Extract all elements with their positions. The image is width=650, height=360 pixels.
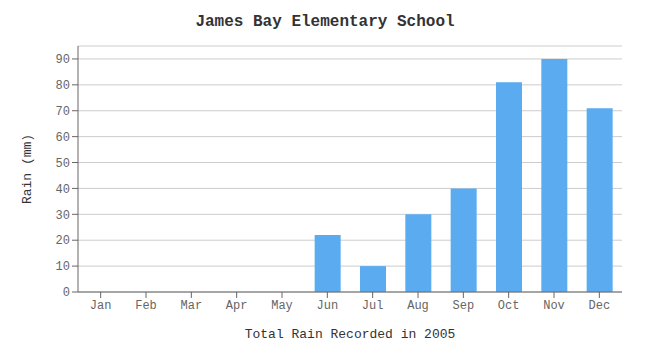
svg-text:Jan: Jan — [90, 299, 112, 313]
svg-text:Jun: Jun — [317, 299, 339, 313]
svg-text:0: 0 — [63, 286, 70, 300]
svg-text:90: 90 — [56, 53, 70, 67]
svg-text:10: 10 — [56, 260, 70, 274]
svg-text:Rain (mm): Rain (mm) — [20, 134, 35, 204]
svg-text:Sep: Sep — [453, 299, 475, 313]
svg-text:Aug: Aug — [407, 299, 429, 313]
svg-text:70: 70 — [56, 105, 70, 119]
svg-text:30: 30 — [56, 209, 70, 223]
html-text:James Bay Elementary School: James Bay Elementary School — [195, 13, 455, 31]
svg-text:Apr: Apr — [226, 299, 248, 313]
svg-text:Oct: Oct — [498, 299, 520, 313]
svg-text:Mar: Mar — [181, 299, 203, 313]
svg-text:Dec: Dec — [589, 299, 611, 313]
svg-text:Feb: Feb — [135, 299, 157, 313]
svg-text:50: 50 — [56, 157, 70, 171]
svg-text:40: 40 — [56, 183, 70, 197]
svg-text:60: 60 — [56, 131, 70, 145]
svg-text:Total Rain Recorded in 2005: Total Rain Recorded in 2005 — [245, 327, 456, 342]
svg-text:80: 80 — [56, 79, 70, 93]
svg-text:20: 20 — [56, 234, 70, 248]
svg-text:May: May — [271, 299, 293, 313]
svg-text:Nov: Nov — [543, 299, 565, 313]
svg-text:Jul: Jul — [362, 299, 384, 313]
